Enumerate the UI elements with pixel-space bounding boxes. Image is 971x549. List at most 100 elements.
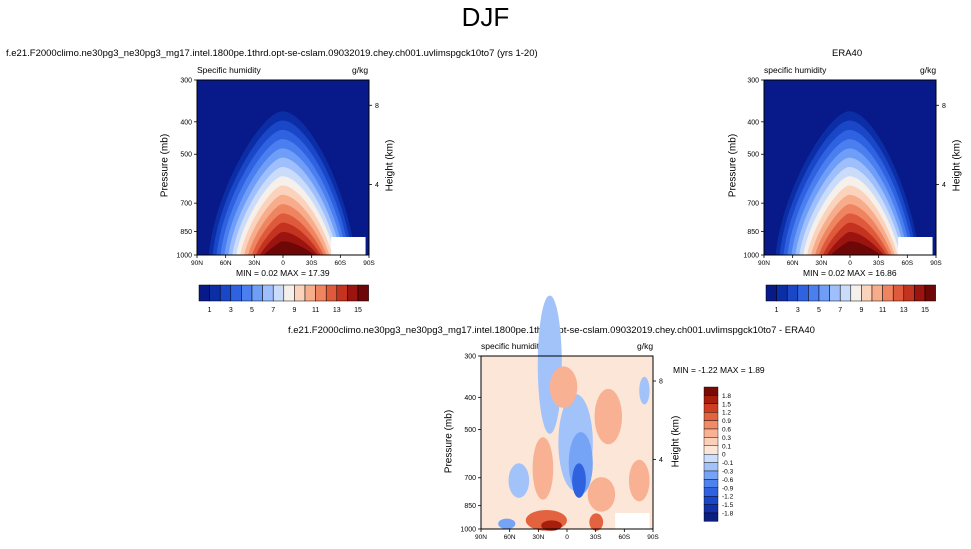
diff-anomaly-region-9 <box>587 477 616 512</box>
diff-ptick-label: 1000 <box>460 527 476 534</box>
diff-anomaly-region-13 <box>589 513 604 531</box>
obs-colorbar-swatch <box>786 284 799 302</box>
diff-colorbar-swatch <box>703 462 719 472</box>
obs-colorbar-swatch <box>818 284 830 302</box>
diff-colorbar-label: -1.2 <box>722 494 734 501</box>
model-xtick-label: 90S <box>363 260 375 267</box>
diff-anomaly-region-2 <box>508 463 530 498</box>
diff-colorbar-swatch <box>703 403 719 413</box>
model-htick-label: 8 <box>375 103 379 110</box>
model-xtick-label: 60S <box>335 260 347 267</box>
obs-htick-label: 4 <box>942 182 946 189</box>
diff-colorbar-label: -1.5 <box>722 502 734 509</box>
diff-variable-label: specific humidity <box>481 341 544 351</box>
model-colorbar: 1 3 5 7 9 11 13 15 <box>198 284 369 314</box>
diff-ptick-label: 700 <box>464 475 476 482</box>
diff-colorbar-swatch <box>703 487 719 497</box>
model-colorbar-label: 3 <box>229 307 233 314</box>
obs-colorbar: 1 3 5 7 9 11 13 15 <box>765 284 936 314</box>
obs-colorbar-swatch <box>808 284 820 302</box>
obs-colorbar-label: 9 <box>859 307 863 314</box>
diff-humidity-plot: 300 400 500 700 850 1000 8 4 90N 60N 30N 0 30S 60S 90S <box>460 295 663 541</box>
obs-colorbar-label: 11 <box>879 307 886 314</box>
diff-colorbar-swatch <box>703 495 719 505</box>
obs-ptick-label: 1000 <box>743 253 759 260</box>
diff-htick-label: 4 <box>659 457 663 464</box>
diff-xtick-label: 60N <box>504 534 516 541</box>
obs-xtick-label: 30N <box>815 260 827 267</box>
obs-colorbar-label: 15 <box>921 307 929 314</box>
model-contour-level-15 <box>263 241 316 255</box>
model-humidity-plot: 300 400 500 700 850 1000 8 4 90N 60N 30N 0 30S 60S 90S <box>176 78 379 268</box>
model-colorbar-swatch <box>336 284 348 302</box>
model-colorbar-swatch <box>262 284 274 302</box>
diff-ptick-label: 300 <box>464 354 476 361</box>
diff-colorbar-label: -1.8 <box>722 511 734 518</box>
obs-units-label: g/kg <box>920 65 937 75</box>
obs-panel-caption: ERA40 <box>832 48 863 59</box>
model-colorbar-label: 9 <box>292 307 296 314</box>
obs-ptick-label: 400 <box>747 119 759 126</box>
diff-colorbar-label: 0 <box>722 452 726 459</box>
diff-ylabel: Pressure (mb) <box>443 409 455 474</box>
obs-xtick-label: 0 <box>848 260 852 267</box>
diff-anomaly-region-0 <box>537 295 562 434</box>
diff-xtick-label: 60S <box>619 534 631 541</box>
diff-y2label: Height (km) <box>670 415 682 468</box>
obs-ptick-label: 850 <box>747 229 759 236</box>
obs-contour-level-15 <box>830 241 882 255</box>
obs-colorbar-swatch <box>892 284 905 302</box>
diff-terrain-mask <box>615 513 650 529</box>
model-ptick-label: 700 <box>180 201 192 208</box>
diff-colorbar-label: -0.3 <box>722 469 734 476</box>
obs-colorbar-swatch <box>903 284 915 302</box>
model-colorbar-swatch <box>251 284 263 302</box>
model-ptick-label: 300 <box>180 78 192 85</box>
model-colorbar-swatch <box>283 284 295 302</box>
diff-anomaly-region-12 <box>541 520 562 531</box>
diff-anomaly-region-8 <box>532 437 554 500</box>
diff-colorbar-swatch <box>703 504 719 514</box>
obs-ptick-label: 700 <box>747 201 759 208</box>
diff-colorbar-swatch <box>703 470 719 480</box>
obs-colorbar-swatch <box>861 284 873 302</box>
obs-minmax: MIN = 0.02 MAX = 16.86 <box>803 268 897 278</box>
diff-colorbar-label: 0.9 <box>722 418 731 425</box>
model-xtick-label: 60N <box>220 260 232 267</box>
diff-anomaly-region-5 <box>639 376 650 405</box>
obs-ylabel: Pressure (mb) <box>727 133 739 198</box>
obs-colorbar-swatch <box>829 284 841 302</box>
model-colorbar-swatch <box>198 284 210 302</box>
model-ylabel: Pressure (mb) <box>159 133 171 198</box>
model-xtick-label: 30N <box>248 260 260 267</box>
model-minmax: MIN = 0.02 MAX = 17.39 <box>236 268 330 278</box>
model-colorbar-swatch <box>347 284 359 302</box>
diff-colorbar-swatch <box>703 445 719 455</box>
model-colorbar-swatch <box>209 284 221 302</box>
model-ptick-label: 500 <box>180 152 192 159</box>
diff-minmax: MIN = -1.22 MAX = 1.89 <box>673 365 765 375</box>
model-colorbar-label: 5 <box>250 307 254 314</box>
obs-colorbar-swatch <box>797 284 809 302</box>
obs-htick-label: 8 <box>942 103 946 110</box>
diff-frame <box>480 355 654 530</box>
diff-colorbar-swatch <box>703 479 719 489</box>
model-variable-label: Specific humidity <box>197 65 261 75</box>
obs-variable-label: specific humidity <box>764 65 827 75</box>
model-colorbar-label: 13 <box>333 307 341 314</box>
page-title: DJF <box>461 2 510 32</box>
obs-colorbar-label: 3 <box>796 307 800 314</box>
model-colorbar-swatch <box>325 284 338 302</box>
diff-ptick-label: 850 <box>464 503 476 510</box>
diff-colorbar-label: -0.6 <box>722 477 734 484</box>
model-panel-caption: f.e21.F2000climo.ne30pg3_ne30pg3_mg17.in… <box>6 48 538 59</box>
model-colorbar-swatch <box>304 284 316 302</box>
diff-htick-label: 8 <box>659 378 663 385</box>
model-xtick-label: 0 <box>281 260 285 267</box>
obs-colorbar-swatch <box>871 284 883 302</box>
obs-terrain-mask <box>898 237 933 255</box>
diff-colorbar-label: -0.1 <box>722 460 734 467</box>
diff-xtick-label: 0 <box>565 534 569 541</box>
obs-colorbar-swatch <box>765 284 777 302</box>
diff-xtick-label: 90N <box>475 534 487 541</box>
